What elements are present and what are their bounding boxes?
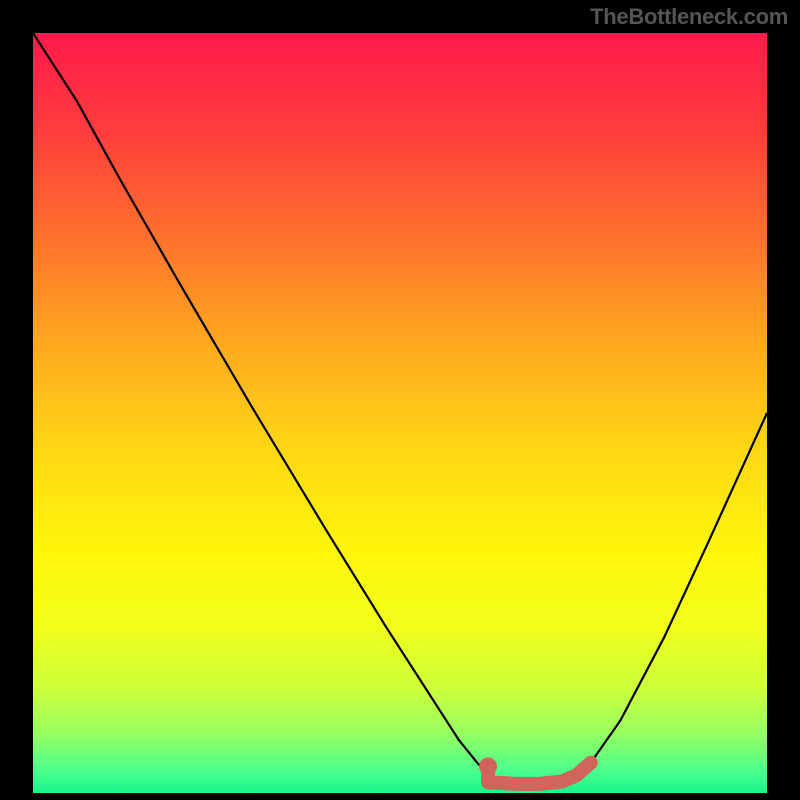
plot-svg <box>33 33 767 793</box>
plot-area <box>33 33 767 793</box>
watermark-text: TheBottleneck.com <box>590 4 788 30</box>
plot-background <box>33 33 767 793</box>
highlight-start-dot <box>479 757 497 775</box>
chart-container: TheBottleneck.com <box>0 0 800 800</box>
